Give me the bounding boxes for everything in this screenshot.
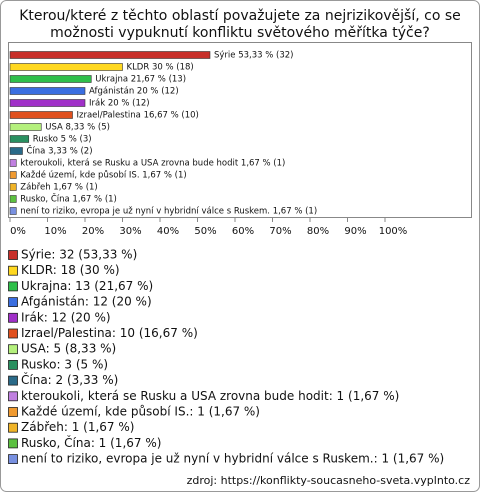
legend-swatch: [8, 250, 18, 260]
chart-title: Kterou/které z těchto oblastí považujete…: [19, 8, 461, 24]
bar: [9, 171, 17, 179]
bar-label: Zábřeh 1,67 % (1): [20, 183, 98, 193]
bar-label: Izrael/Palestina 16,67 % (10): [77, 111, 199, 121]
bar: [9, 135, 30, 143]
legend-label: Rusko, Čína: 1 (1,67 %): [21, 435, 161, 450]
bar: [9, 207, 17, 215]
bar-label: Rusko 5 % (3): [33, 135, 92, 145]
source: zdroj: https://konflikty-soucasneho-svet…: [187, 474, 471, 487]
chart-title: možnosti vypuknutí konfliktu světového m…: [50, 25, 430, 41]
bar: [9, 147, 23, 155]
legend-label: Ukrajna: 13 (21,67 %): [21, 279, 153, 293]
bar-label: Irák 20 % (12): [89, 99, 150, 109]
legend-swatch: [8, 407, 18, 417]
legend-label: není to riziko, evropa je už nyní v hybr…: [21, 452, 444, 466]
bar-label: Afgánistán 20 % (12): [89, 87, 179, 97]
x-tick-label: 60%: [232, 226, 254, 237]
legend-label: Čína: 2 (3,33 %): [21, 372, 118, 387]
bar-label: Sýrie 53,33 % (32): [214, 51, 293, 61]
plot-frame: [8, 42, 472, 218]
x-tick-label: 10%: [44, 226, 66, 237]
bar: [9, 111, 73, 119]
legend-swatch: [8, 328, 18, 339]
x-tick-label: 100%: [379, 226, 408, 237]
bar-label: kteroukoli, která se Rusku a USA zrovna …: [20, 159, 285, 169]
bar: [9, 75, 92, 83]
bar: [9, 99, 86, 107]
bar: [9, 183, 17, 191]
x-tick-label: 50%: [194, 226, 216, 237]
legend-swatch: [8, 281, 18, 292]
legend-swatch: [8, 438, 18, 449]
legend-label: Každé území, kde působí IS.: 1 (1,67 %): [21, 405, 260, 419]
bar-label: USA 8,33 % (5): [45, 123, 110, 133]
legend-label: KLDR: 18 (30 %): [21, 263, 120, 277]
x-tick-label: 80%: [307, 226, 329, 237]
legend-label: Sýrie: 32 (53,33 %): [21, 248, 137, 262]
legend-swatch: [8, 312, 18, 323]
legend-swatch: [8, 344, 18, 355]
legend-swatch: [8, 297, 18, 308]
legend-swatch: [8, 422, 18, 433]
bar-label: Rusko, Čína 1,67 % (1): [20, 193, 117, 205]
legend-label: Zábřeh: 1 (1,67 %): [21, 420, 134, 434]
bar: [9, 63, 123, 71]
bar: [9, 123, 42, 131]
legend-label: Afgánistán: 12 (20 %): [21, 295, 152, 309]
bar-label: Ukrajna 21,67 % (13): [95, 75, 186, 85]
x-tick-label: 0%: [10, 226, 26, 237]
legend-swatch: [8, 265, 18, 276]
legend-label: USA: 5 (8,33 %): [21, 342, 116, 356]
x-tick-label: 30%: [119, 226, 141, 237]
x-tick-label: 40%: [157, 226, 179, 237]
bar: [9, 87, 86, 95]
x-tick-label: 20%: [82, 226, 104, 237]
bar: [9, 159, 17, 167]
bar: [9, 51, 211, 59]
bar-label: Čína 3,33 % (2): [26, 145, 92, 157]
legend-swatch: [8, 359, 18, 370]
bar-label: není to riziko, evropa je už nyní v hybr…: [20, 207, 317, 217]
x-tick-label: 90%: [344, 226, 366, 237]
legend-label: Izrael/Palestina: 10 (16,67 %): [21, 326, 198, 340]
legend-label: kteroukoli, která se Rusku a USA zrovna …: [21, 389, 399, 403]
legend-swatch: [8, 391, 18, 402]
legend-swatch: [8, 375, 18, 386]
legend-swatch: [8, 454, 18, 465]
legend-label: Rusko: 3 (5 %): [21, 357, 108, 371]
bar-label: Každé území, kde působí IS. 1,67 % (1): [20, 170, 186, 181]
bar: [9, 195, 17, 203]
legend-label: Irák: 12 (20 %): [21, 310, 111, 324]
bar-label: KLDR 30 % (18): [127, 63, 194, 73]
x-tick-label: 70%: [269, 226, 291, 237]
